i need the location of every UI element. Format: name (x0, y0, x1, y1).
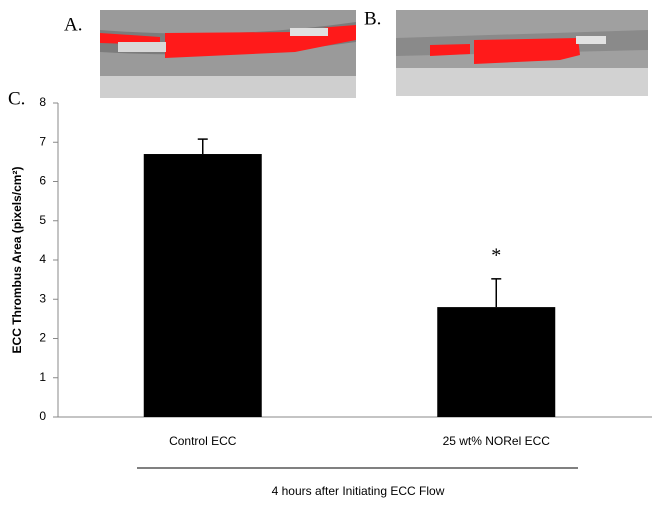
bar (143, 154, 262, 417)
x-tick-label: Control ECC (169, 434, 237, 448)
photo-a (100, 10, 356, 98)
significance-marker: * (491, 244, 501, 266)
y-tick-label: 2 (39, 331, 46, 345)
y-tick-label: 6 (39, 174, 46, 188)
bar (437, 307, 556, 417)
panel-label: A. (64, 14, 82, 35)
y-tick-label: 8 (39, 95, 46, 109)
panel-label: C. (8, 88, 25, 109)
x-tick-label: 25 wt% NORel ECC (443, 434, 551, 448)
y-axis-label: ECC Thrombus Area (pixels/cm²) (10, 167, 24, 354)
y-tick-label: 4 (39, 252, 46, 266)
y-tick-label: 1 (39, 370, 46, 384)
y-tick-label: 0 (39, 409, 46, 423)
x-axis-label: 4 hours after Initiating ECC Flow (272, 484, 445, 498)
panel-label: B. (364, 8, 381, 29)
y-tick-label: 3 (39, 291, 46, 305)
y-tick-label: 5 (39, 213, 46, 227)
y-tick-label: 7 (39, 134, 46, 148)
photo-b (396, 10, 648, 96)
